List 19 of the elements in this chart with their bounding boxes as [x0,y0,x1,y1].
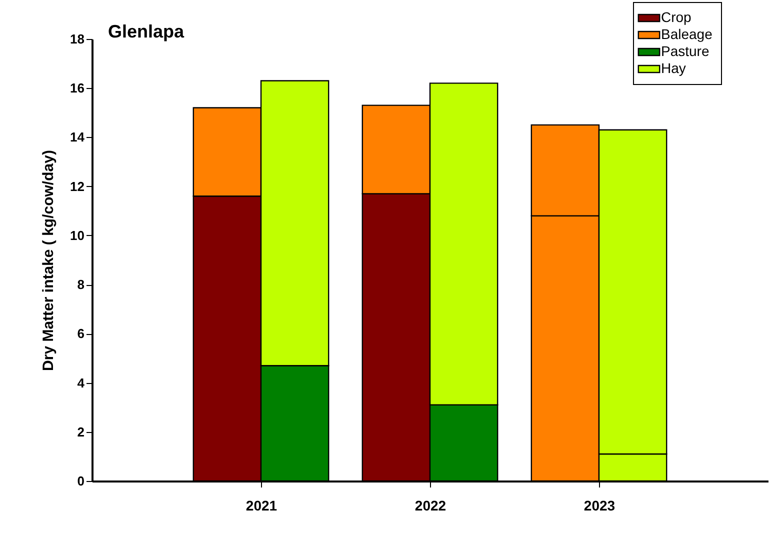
x-tick-label: 2021 [246,498,278,514]
x-tick-label: 2022 [414,498,446,514]
legend-label: Pasture [661,43,710,59]
y-tick-label: 18 [70,32,84,46]
x-tick-label: 2023 [584,498,616,514]
y-tick-label: 2 [77,424,84,440]
y-tick-label: 12 [70,178,84,194]
y-tick-label: 8 [77,277,84,292]
y-tick-label: 14 [70,130,86,145]
y-tick-label: 0 [77,474,84,488]
y-tick-label: 6 [77,326,84,342]
legend-label: Baleage [661,26,713,42]
y-tick-label: 4 [77,375,86,390]
legend-label: Crop [661,9,692,25]
legend-label: Hay [661,60,686,76]
y-tick-label: 10 [70,228,84,243]
y-axis-title: Dry Matter intake ( kg/cow/day) [40,150,58,371]
y-tick-label: 16 [70,80,84,96]
chart-title: Glenlapa [108,22,186,42]
